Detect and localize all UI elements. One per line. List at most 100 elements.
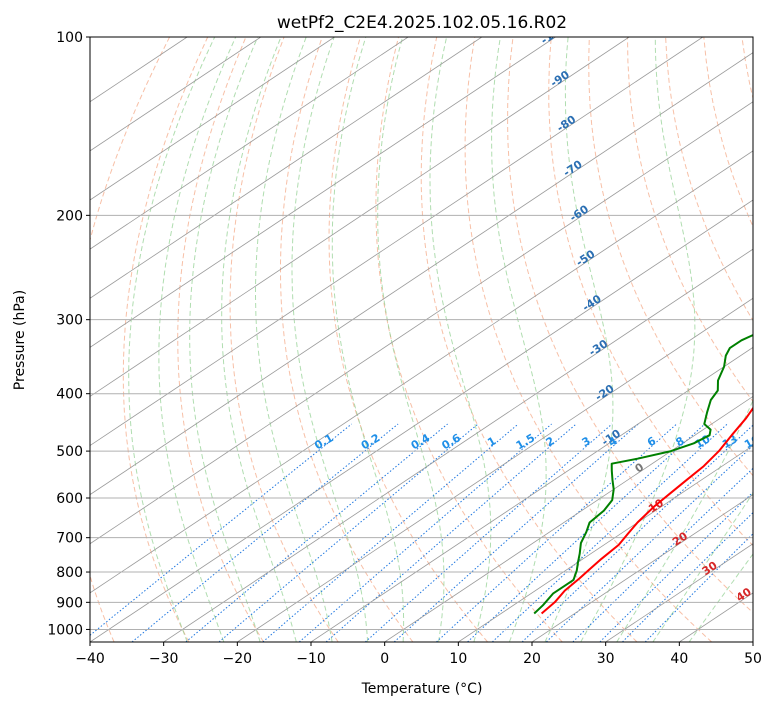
mixing-ratio-line: [185, 423, 448, 642]
moist-adiabat: [331, 37, 405, 642]
moist-adiabat: [291, 37, 369, 642]
moist-adiabat: [688, 553, 753, 642]
isotherm: [90, 37, 630, 397]
dry-adiabat: [122, 37, 209, 642]
dry-adiabat: [375, 37, 563, 642]
y-tick-label: 1000: [47, 622, 83, 638]
isotherm: [752, 641, 753, 642]
mixing-ratio-line: [599, 491, 753, 642]
isotherm: [679, 592, 753, 642]
x-tick-label: −40: [75, 651, 105, 667]
isotherm: [237, 297, 753, 642]
isotherm: [163, 248, 753, 642]
dry-adiabat: [90, 37, 171, 642]
mixing-ratio-line: [491, 423, 728, 642]
mixing-ratio-line: [218, 423, 479, 642]
mixing-ratio-line: [436, 423, 678, 642]
isotherm-label: 20: [670, 529, 690, 549]
x-axis: −40 −30 −20 −10 0 10 20 30 40 50: [75, 642, 762, 667]
isotherm-label: -90: [548, 68, 572, 90]
dry-adiabat: [177, 37, 264, 642]
mixing-ratio-line: [622, 511, 753, 642]
mixing-ratio-label: 1: [485, 434, 498, 449]
isotherm: [90, 52, 753, 496]
isotherm: [90, 199, 753, 642]
dewpoint-trace: [533, 333, 753, 615]
isotherm-label: -80: [554, 113, 578, 135]
y-tick-label: 700: [56, 531, 83, 547]
dry-adiabat: [464, 37, 713, 642]
mixing-ratio-line: [131, 423, 399, 642]
x-tick-label: −20: [223, 651, 253, 667]
mixing-ratio-line: [262, 423, 519, 642]
profile-traces: [533, 333, 753, 615]
isotherm: [90, 150, 753, 594]
y-tick-label: 100: [56, 30, 83, 46]
isotherm: [90, 37, 704, 447]
isotherm-label: -30: [586, 337, 610, 359]
moist-adiabat: [158, 37, 237, 642]
isotherm-label: -70: [561, 158, 585, 180]
isotherm: [384, 395, 753, 642]
mixing-ratio-label: 20: [766, 432, 775, 451]
mixing-ratio-line: [521, 424, 753, 642]
x-tick-label: 50: [744, 651, 762, 667]
x-tick-label: 10: [449, 651, 467, 667]
isotherm-label: 40: [734, 585, 754, 605]
moist-adiabat: [189, 37, 261, 642]
y-tick-label: 500: [56, 444, 83, 460]
y-axis-label: Pressure (hPa): [12, 290, 28, 390]
dry-adiabat: [741, 37, 753, 101]
moist-adiabat: [255, 37, 333, 642]
moist-adiabat: [377, 37, 445, 642]
mixing-ratio-line: [90, 423, 353, 636]
isotherm-label: -60: [567, 202, 591, 224]
mixing-ratio-label: 0.1: [312, 431, 335, 452]
mixing-ratio-label: 2: [544, 434, 557, 449]
mixing-ratio-label: 1.5: [514, 431, 537, 452]
mixing-ratio-line: [364, 423, 613, 642]
isotherm: [90, 37, 556, 348]
isotherm: [458, 445, 753, 642]
dry-adiabat: [588, 37, 753, 477]
isotherm: [90, 37, 262, 152]
x-tick-label: 40: [670, 651, 688, 667]
y-tick-label: 600: [56, 491, 83, 507]
y-axis: 100 200 300 400 500 600 700 800 900 1000: [47, 30, 90, 638]
y-tick-label: 900: [56, 595, 83, 611]
mixing-ratio-line: [325, 423, 577, 642]
x-tick-label: −30: [149, 651, 179, 667]
isotherm: [310, 346, 753, 642]
isotherm-label: -20: [593, 382, 617, 404]
isotherm: [531, 494, 753, 642]
y-tick-label: 200: [56, 208, 83, 224]
isotherm: [90, 101, 753, 545]
moist-adiabat: [128, 37, 216, 642]
moist-adiabat: [491, 37, 547, 642]
isotherm-label: 0: [633, 460, 647, 475]
isotherm-label: -40: [580, 292, 604, 314]
dry-adiabat: [507, 37, 753, 614]
x-tick-label: 20: [523, 651, 541, 667]
y-tick-label: 400: [56, 387, 83, 403]
isotherm-label: -50: [574, 247, 598, 269]
mixing-ratio-label: 0.4: [409, 431, 433, 452]
moist-adiabat: [652, 492, 753, 642]
mixing-ratio-line: [572, 467, 753, 642]
plot-frame: [89, 36, 754, 643]
x-tick-label: 0: [380, 651, 389, 667]
isotherm: [605, 543, 753, 642]
mixing-ratio-line: [467, 423, 706, 642]
background-lines: [90, 37, 753, 642]
x-axis-label: Temperature (°C): [361, 681, 483, 697]
mixing-ratio-label: 16: [742, 432, 762, 451]
temperature-trace: [540, 406, 753, 615]
y-tick-label: 800: [56, 565, 83, 581]
dry-adiabat: [328, 37, 488, 642]
dry-adiabat: [665, 37, 753, 322]
mixing-ratio-label: 13: [720, 432, 740, 451]
moist-adiabat: [221, 37, 297, 642]
isotherm-label: 30: [700, 559, 720, 579]
chart-title: wetPf2_C2E4.2025.102.05.16.R02: [277, 13, 567, 33]
